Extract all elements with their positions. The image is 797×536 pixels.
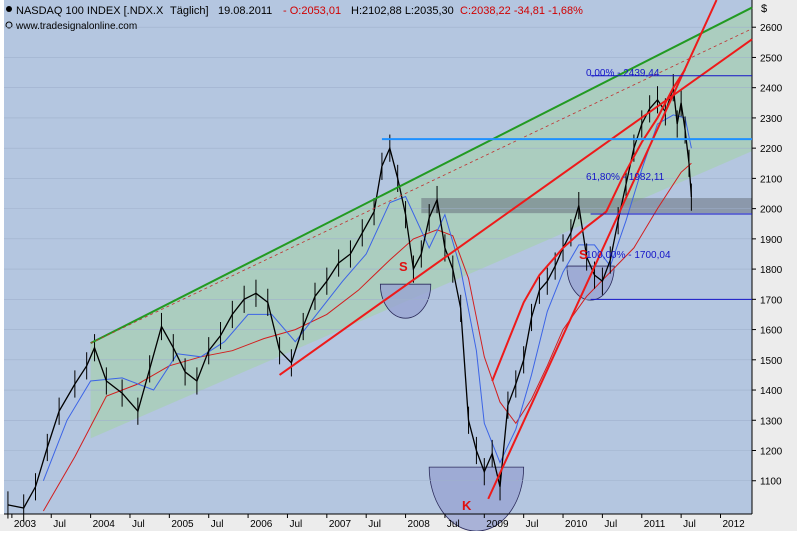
x-tick-label: 2005 bbox=[171, 519, 194, 530]
header-date: 19.08.2011 bbox=[218, 5, 272, 17]
header-frequency: Täglich] bbox=[170, 5, 209, 17]
fib-0-label: 0,00% - 2439,44 bbox=[586, 68, 660, 79]
y-tick-label: 1400 bbox=[760, 386, 783, 397]
x-tick-label: Jul bbox=[683, 519, 696, 530]
x-tick-label: 2003 bbox=[14, 519, 37, 530]
fib-61-label: 61,80% - 1982,11 bbox=[586, 172, 665, 183]
x-tick-label: 2008 bbox=[408, 519, 431, 530]
source-copyright-icon bbox=[5, 21, 13, 29]
x-tick-label: Jul bbox=[53, 519, 66, 530]
series-ma-fast bbox=[42, 114, 692, 481]
y-tick-label: 1500 bbox=[760, 356, 783, 367]
x-tick-label: 2004 bbox=[93, 519, 116, 530]
x-tick-label: 2006 bbox=[250, 519, 273, 530]
y-tick-label: 2000 bbox=[760, 205, 783, 216]
y-tick-label: 2500 bbox=[760, 53, 783, 64]
x-tick-label: Jul bbox=[368, 519, 381, 530]
y-tick-label: 2100 bbox=[760, 174, 783, 185]
resistance-band bbox=[421, 198, 752, 214]
channel-upper-line bbox=[90, 6, 753, 345]
channel-band bbox=[90, 7, 752, 439]
x-tick-label: Jul bbox=[132, 519, 145, 530]
currency-symbol: $ bbox=[761, 3, 767, 15]
y-tick-label: 1100 bbox=[760, 477, 782, 488]
series-price bbox=[7, 87, 693, 509]
y-tick-label: 1800 bbox=[760, 265, 783, 276]
x-tick-label: Jul bbox=[526, 519, 539, 530]
y-tick-label: 2600 bbox=[760, 23, 783, 34]
header-open: - O:2053,01 bbox=[283, 5, 341, 17]
x-tick-label: Jul bbox=[604, 519, 617, 530]
pattern-head-label: K bbox=[462, 498, 472, 513]
x-tick-label: 2012 bbox=[723, 519, 746, 530]
trend-arc bbox=[491, 68, 686, 382]
y-tick-label: 2200 bbox=[760, 144, 783, 155]
y-tick-label: 1200 bbox=[760, 447, 783, 458]
header-index-name: NASDAQ 100 INDEX [.NDX.X bbox=[16, 5, 164, 17]
x-tick-label: Jul bbox=[447, 519, 460, 530]
x-tick-label: 2007 bbox=[329, 519, 352, 530]
header-high-low: H:2102,88 L:2035,30 bbox=[351, 5, 454, 17]
trend-line-steep bbox=[487, 0, 718, 500]
fib-100-label: 100,00% - 1700,04 bbox=[586, 250, 671, 261]
x-tick-label: 2010 bbox=[565, 519, 588, 530]
y-tick-label: 2400 bbox=[760, 84, 783, 95]
x-tick-label: 2011 bbox=[644, 519, 666, 530]
y-tick-label: 1700 bbox=[760, 295, 783, 306]
y-tick-label: 2300 bbox=[760, 114, 783, 125]
x-tick-label: 2009 bbox=[486, 519, 509, 530]
x-tick-label: Jul bbox=[211, 519, 224, 530]
header-close: C:2038,22 -34,81 -1,68% bbox=[460, 5, 583, 17]
header-source: www.tradesignalonline.com bbox=[15, 21, 137, 32]
pattern-left-shoulder-label: S bbox=[399, 259, 408, 274]
y-tick-label: 1300 bbox=[760, 416, 783, 427]
x-axis-panel bbox=[0, 514, 797, 531]
header-dot-icon bbox=[6, 6, 12, 12]
x-tick-label: Jul bbox=[289, 519, 302, 530]
pattern-right-shoulder-label: S bbox=[579, 247, 588, 262]
y-axis-panel bbox=[752, 0, 797, 531]
y-tick-label: 1600 bbox=[760, 326, 783, 337]
y-tick-label: 1900 bbox=[760, 235, 783, 246]
channel-mid-line bbox=[90, 28, 753, 344]
